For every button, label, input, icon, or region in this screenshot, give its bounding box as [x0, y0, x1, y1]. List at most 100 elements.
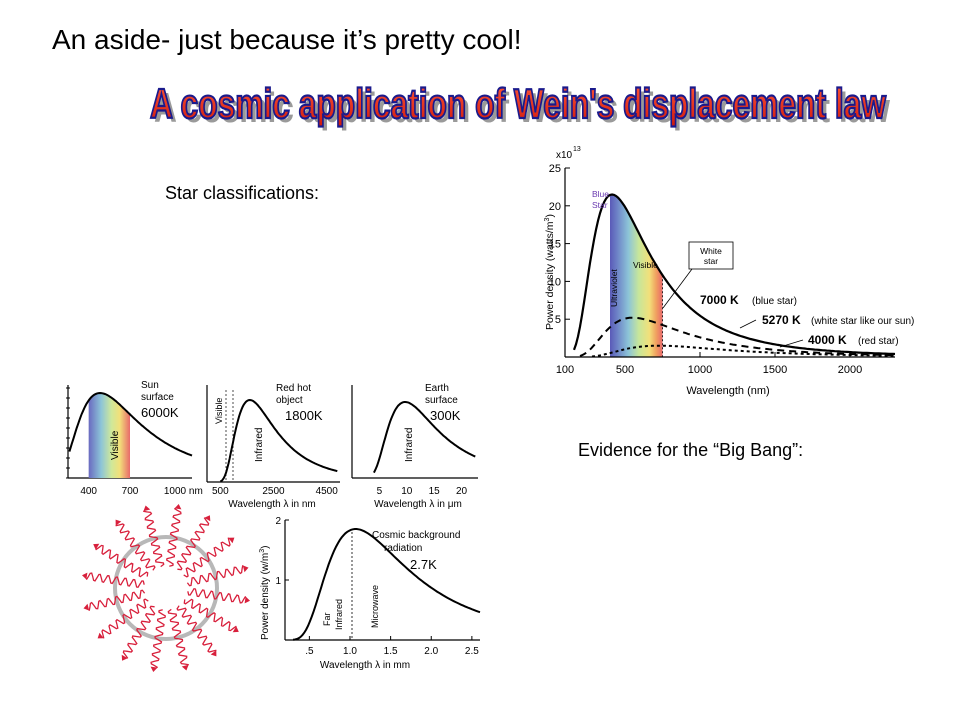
- radiation-ray-arrowhead: [210, 650, 217, 657]
- panel-red-hot-x-tick-label: 4500: [316, 486, 339, 497]
- panel-sun-curve: [68, 391, 193, 457]
- panel-earth-curve: [373, 401, 476, 474]
- panel-red-hot-visible-label: Visible: [214, 398, 224, 424]
- panel-red-hot-band-label: Infrared: [254, 428, 265, 462]
- panel-red-hot-temp: 1800K: [285, 408, 323, 423]
- radiation-ray-arrowhead: [115, 519, 122, 526]
- radiation-ray-arrowhead: [150, 666, 158, 672]
- star-classifications-label: Star classifications:: [165, 183, 320, 203]
- panel-sun: Sun surface 6000K Visible 400 700 1000 nm: [66, 380, 203, 497]
- wordart-title-text: A cosmic application of Wein's displacem…: [150, 80, 886, 127]
- panel-earth-x-tick-label: 20: [456, 486, 468, 497]
- y-tick-label: 25: [549, 163, 561, 175]
- radiation-ray: [183, 537, 231, 578]
- panel-earth-x-tick-label: 10: [401, 486, 413, 497]
- radiation-ray-arrowhead: [174, 504, 182, 510]
- panel-sun-label-2: surface: [141, 392, 174, 403]
- radiation-ray-arrowhead: [93, 543, 100, 550]
- radiation-ray-arrowhead: [181, 664, 189, 671]
- blue-star-label-2: Star: [592, 200, 608, 210]
- cmb-title-2: radiation: [384, 543, 422, 554]
- radiation-ray-arrowhead: [232, 626, 239, 633]
- panel-earth-label-2: surface: [425, 395, 458, 406]
- series-note-5270: (white star like our sun): [811, 316, 914, 327]
- radiation-ray-arrowhead: [228, 537, 235, 544]
- panel-earth-x-tick-label: 15: [429, 486, 441, 497]
- panel-red-hot-label-2: object: [276, 395, 303, 406]
- panel-red-hot-x-tick-label: 500: [212, 486, 229, 497]
- panel-sun-x-tick-label: 700: [122, 486, 139, 497]
- radiation-ray: [115, 523, 156, 571]
- panel-sun-x-tick-label: 1000 nm: [164, 486, 203, 497]
- radiation-ray-arrowhead: [121, 654, 128, 661]
- y-tick-label: 5: [555, 314, 561, 326]
- x-axis-label: Wavelength (nm): [686, 385, 769, 397]
- panel-sun-temp: 6000K: [141, 405, 179, 420]
- x-tick-label: 500: [616, 364, 634, 376]
- cmb-y-tick-label: 1: [275, 576, 281, 587]
- cmb-x-tick-label: .5: [305, 646, 314, 657]
- radiation-ray-arrowhead: [242, 565, 249, 573]
- series-note-7000: (blue star): [752, 296, 797, 307]
- series-temp-4000: 4000 K: [808, 333, 847, 347]
- cmb-microwave-label: Microwave: [370, 585, 380, 628]
- sphere-outline: [113, 535, 219, 641]
- series-temp-7000: 7000 K: [700, 293, 739, 307]
- panel-earth-temp: 300K: [430, 408, 461, 423]
- curve-4000k: [591, 344, 896, 358]
- panel-sun-band-label: Visible: [110, 430, 121, 460]
- radiation-ray: [165, 507, 182, 567]
- cmb-x-axis-label: Wavelength λ in mm: [320, 660, 410, 671]
- radiation-ray: [150, 609, 167, 669]
- x-tick-label: 100: [556, 364, 574, 376]
- blue-star-label: Blue: [592, 189, 609, 199]
- visible-label: Visible: [633, 260, 658, 270]
- panel-red-hot-xlabel: Wavelength λ in nm: [228, 499, 315, 510]
- x-tick-label: 2000: [838, 364, 862, 376]
- panel-earth-xlabel: Wavelength λ in μm: [374, 499, 462, 510]
- radiation-ray-arrowhead: [83, 603, 90, 611]
- panel-earth: Earth surface 300K Infrared 5 10 15 20 Wave…: [351, 383, 478, 510]
- panel-red-hot-curve: [219, 398, 338, 483]
- cmb-title: Cosmic background: [372, 530, 460, 541]
- white-star-label-2: star: [704, 256, 718, 266]
- cmb-x-tick-label: 2.0: [424, 646, 438, 657]
- cmb-x-tick-label: 1.5: [384, 646, 398, 657]
- wordart-title-shadow: A cosmic application of Wein's displacem…: [154, 84, 890, 131]
- panel-red-hot-label: Red hot: [276, 383, 311, 394]
- panel-sun-x-tick-label: 400: [80, 486, 97, 497]
- radiation-ray-arrowhead: [97, 632, 104, 639]
- radiation-ray-arrowhead: [244, 596, 250, 604]
- radiation-ray: [167, 608, 189, 666]
- radiation-ray-arrowhead: [204, 515, 211, 522]
- panel-earth-x-tick-label: 5: [377, 486, 383, 497]
- cmb-y-axis-label: Power density (w/m3): [259, 546, 271, 641]
- radiation-rays: [82, 504, 250, 672]
- blackbody-panels: Sun surface 6000K Visible 400 700 1000 nm …: [66, 380, 478, 510]
- panel-sun-label: Sun: [141, 380, 159, 391]
- cmb-curve: [292, 528, 481, 641]
- radiation-ray: [186, 565, 244, 587]
- x-tick-label: 1500: [763, 364, 787, 376]
- curve-7000k: [572, 193, 896, 356]
- radiation-ray: [176, 517, 210, 571]
- series-note-4000: (red star): [858, 336, 899, 347]
- radiating-sphere-illustration: [82, 504, 250, 672]
- radiation-ray-arrowhead: [82, 572, 88, 580]
- cmb-y-tick-label: 2: [275, 516, 281, 527]
- leader-5270: [739, 319, 757, 329]
- radiation-ray: [143, 510, 165, 568]
- radiation-ray: [95, 544, 149, 578]
- white-star-label: White: [700, 246, 722, 256]
- white-star-callout: [688, 241, 734, 270]
- x-tick-label: 1000: [688, 364, 712, 376]
- radiation-ray: [187, 587, 247, 604]
- radiation-ray-arrowhead: [143, 505, 151, 512]
- radiation-ray: [85, 572, 145, 589]
- y-tick-label: 20: [549, 201, 561, 213]
- white-star-pointer: [662, 268, 693, 309]
- star-spectra-chart: x10 13 Power density (watts/m3) 5 10 15 20 2…: [544, 146, 914, 397]
- wordart-title: A cosmic application of Wein's displacem…: [149, 79, 890, 131]
- panel-red-hot-x-tick-label: 2500: [262, 486, 285, 497]
- radiation-ray: [88, 589, 146, 611]
